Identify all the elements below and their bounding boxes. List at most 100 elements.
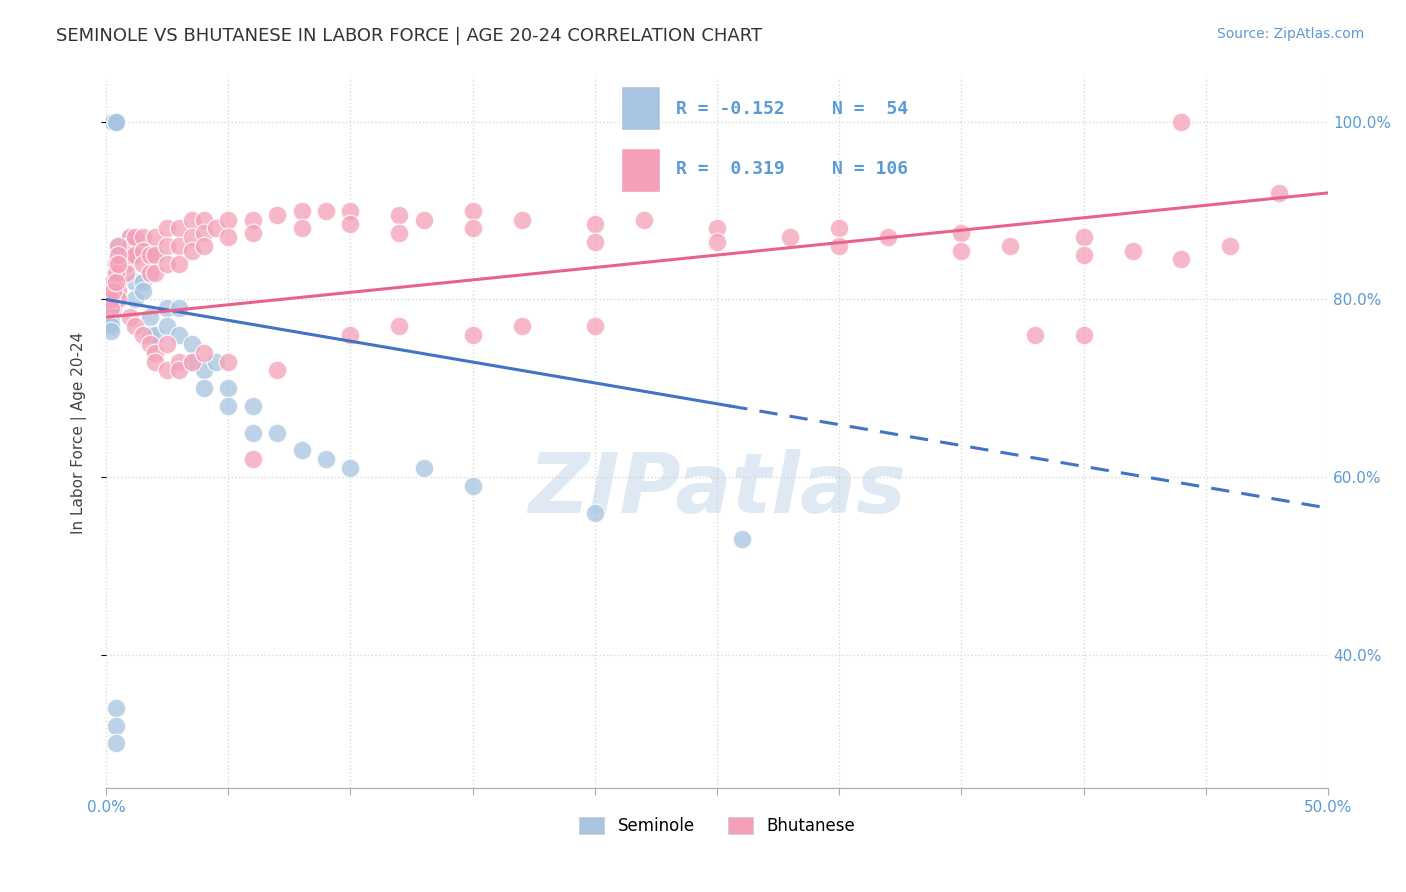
Point [107,293,129,307]
Point [828,239,851,253]
Point [120,248,142,262]
Point [100,324,122,338]
Point [120,230,142,244]
Text: R = -0.152: R = -0.152 [676,100,785,118]
Point [266,425,288,440]
Point [103,284,125,298]
Point [124,248,146,262]
Point [143,328,166,343]
Point [156,363,179,377]
Point [388,226,411,240]
Point [412,212,434,227]
Point [114,248,136,262]
Point [180,244,202,258]
Point [131,284,153,298]
Point [100,293,122,307]
Point [315,452,337,467]
Point [156,301,179,316]
Point [143,230,166,244]
Point [242,452,264,467]
Point [290,203,312,218]
Point [120,244,142,258]
Point [266,363,288,377]
Y-axis label: In Labor Force | Age 20-24: In Labor Force | Age 20-24 [72,332,87,533]
Point [510,212,533,227]
Point [103,115,125,129]
Legend: Seminole, Bhutanese: Seminole, Bhutanese [571,809,863,844]
Point [315,203,337,218]
Point [143,266,166,280]
Point [388,319,411,334]
Point [583,506,606,520]
Point [169,257,191,271]
Point [193,381,215,395]
Point [104,257,127,271]
Point [120,239,142,253]
Point [156,319,179,334]
Point [131,244,153,258]
Point [388,208,411,222]
Point [107,284,129,298]
Point [461,203,484,218]
Point [266,208,288,222]
Point [242,212,264,227]
Point [156,257,179,271]
Point [124,230,146,244]
Point [139,328,162,343]
Point [100,310,122,325]
Point [339,203,361,218]
Point [217,381,239,395]
Point [107,257,129,271]
Point [120,310,142,325]
Point [103,297,125,311]
Point [193,226,215,240]
Point [205,354,228,368]
Point [1170,115,1192,129]
Point [100,293,122,307]
Point [950,226,973,240]
Point [1170,252,1192,267]
Point [156,221,179,235]
Point [124,319,146,334]
Point [706,235,728,249]
Point [156,239,179,253]
Point [205,221,228,235]
Point [339,328,361,343]
Point [706,221,728,235]
Point [104,293,127,307]
Point [104,736,127,750]
Text: R =  0.319: R = 0.319 [676,160,785,178]
Point [169,328,191,343]
Point [412,461,434,475]
Point [131,230,153,244]
Point [103,293,125,307]
Point [242,425,264,440]
FancyBboxPatch shape [621,87,661,130]
Point [103,301,125,316]
Point [461,479,484,493]
Point [461,328,484,343]
Point [242,399,264,413]
Point [339,461,361,475]
Point [103,115,125,129]
Point [193,345,215,359]
Point [100,306,122,320]
Point [107,275,129,289]
Point [104,275,127,289]
Point [143,248,166,262]
Point [877,230,900,244]
Point [107,239,129,253]
Point [1268,186,1291,200]
Point [139,266,162,280]
Point [242,226,264,240]
Point [143,345,166,359]
Point [104,719,127,733]
Point [633,212,655,227]
Point [217,230,239,244]
Point [100,319,122,334]
Point [104,266,127,280]
Text: SEMINOLE VS BHUTANESE IN LABOR FORCE | AGE 20-24 CORRELATION CHART: SEMINOLE VS BHUTANESE IN LABOR FORCE | A… [56,27,762,45]
Point [104,275,127,289]
Point [193,363,215,377]
Point [124,293,146,307]
